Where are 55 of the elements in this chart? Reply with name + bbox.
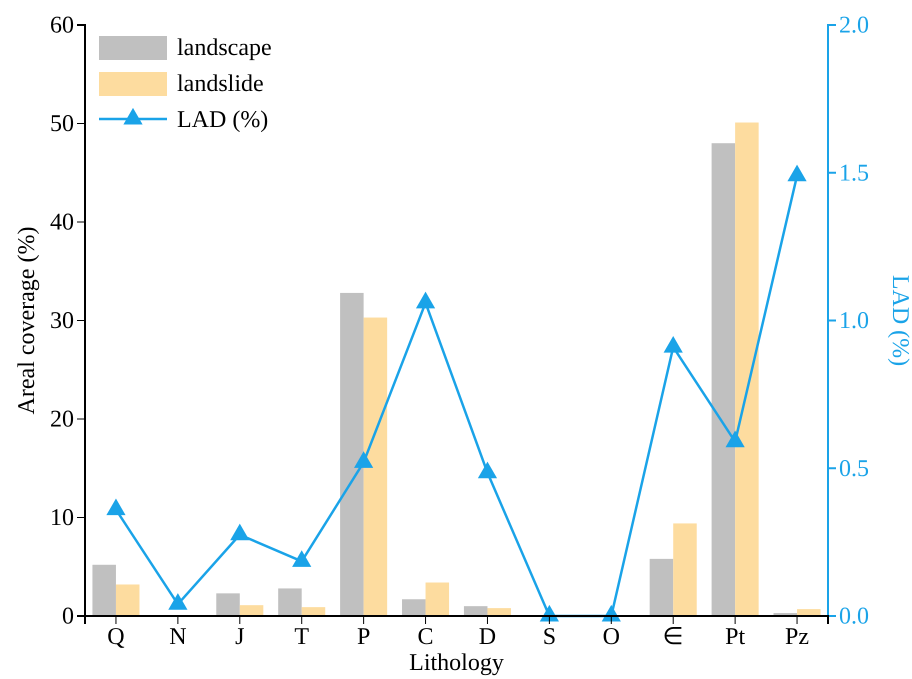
x-tick-label: Pt [725, 624, 746, 650]
x-tick-label: T [294, 624, 310, 650]
y2-axis-title: LAD (%) [887, 274, 912, 366]
y-tick-label: 40 [50, 210, 74, 236]
point [230, 524, 250, 540]
y-tick-label: 30 [50, 308, 74, 334]
y-tick-label: 50 [50, 111, 74, 138]
bar [402, 599, 426, 616]
y2-tick-label: 1.0 [839, 308, 869, 334]
y2-tick-label: 0.5 [839, 456, 869, 482]
bar [116, 584, 140, 616]
x-tick-label: O [602, 624, 620, 650]
point [726, 430, 745, 448]
bar [340, 292, 364, 616]
y-tick-label: 10 [50, 505, 74, 532]
legend-label: landslide [177, 71, 264, 97]
point [292, 550, 312, 567]
bar [426, 582, 450, 616]
bar [735, 122, 759, 616]
bar [712, 143, 736, 616]
bar [464, 606, 488, 616]
point [354, 451, 374, 468]
y2-tick-label: 0.0 [839, 604, 869, 630]
x-tick-label: P [356, 624, 370, 650]
x-axis-title: Lithology [409, 650, 504, 676]
point [416, 292, 436, 308]
y-tick-label: 20 [50, 406, 74, 433]
legend-label: LAD (%) [177, 107, 268, 133]
bar [92, 564, 116, 616]
y-tick-label: 0 [62, 604, 74, 630]
y-axis-title: Areal coverage (%) [14, 226, 40, 414]
point [478, 462, 498, 478]
bar [364, 318, 388, 616]
bar [240, 605, 264, 616]
point [787, 164, 807, 182]
x-tick-label: Q [107, 624, 125, 650]
x-tick-label: J [235, 624, 244, 650]
point [664, 336, 683, 353]
bar [278, 588, 302, 616]
legend-label: landscape [177, 35, 272, 61]
x-tick-label: ∈ [662, 624, 684, 650]
y2-tick-label: 2.0 [839, 12, 869, 39]
x-tick-label: Pz [785, 624, 810, 650]
bar [650, 558, 674, 616]
x-tick-label: C [418, 624, 434, 650]
point [168, 593, 188, 610]
bar [673, 523, 697, 616]
x-tick-label: D [478, 624, 496, 650]
bar [302, 607, 326, 616]
y-tick-label: 60 [50, 12, 74, 39]
x-tick-label: N [169, 624, 187, 650]
y2-tick-label: 1.5 [839, 160, 869, 186]
bar [216, 593, 240, 616]
x-tick-label: S [542, 624, 556, 650]
point [106, 498, 126, 516]
